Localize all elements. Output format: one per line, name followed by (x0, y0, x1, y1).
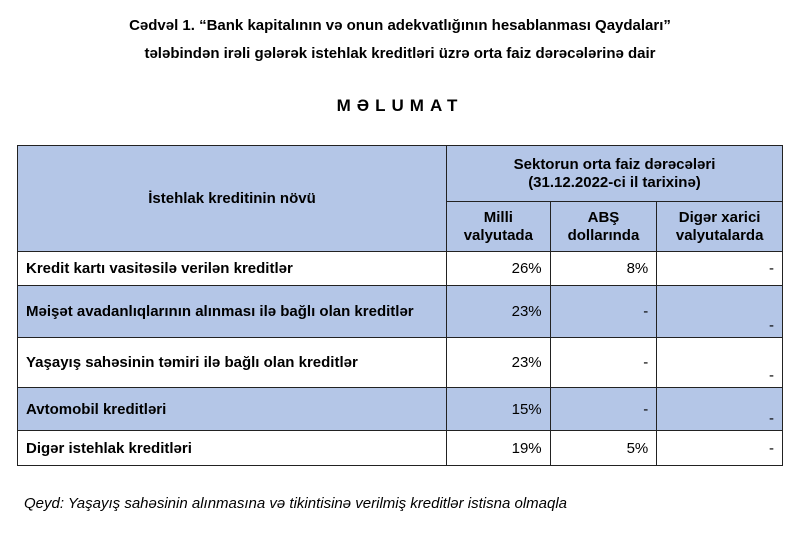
col-header-usd: ABŞ dollarında (549, 201, 658, 252)
heading: MƏLUMAT (336, 96, 464, 115)
table-row: Avtomobil kreditləri 15% - - (17, 387, 783, 431)
table-row: Digər istehlak kreditləri 19% 5% - (17, 430, 783, 466)
table-row: Yaşayış sahəsinin təmiri ilə bağlı olan … (17, 337, 783, 388)
col-header-other: Digər xarici valyutalarda (656, 201, 783, 252)
table-row: Kredit kartı vasitəsilə verilən kreditlə… (17, 251, 783, 286)
col-header-type: İstehlak kreditinin növü (17, 145, 447, 252)
footnote: Qeyd: Yaşayış sahəsinin alınmasına və ti… (24, 495, 568, 512)
document-title: Cədvəl 1. “Bank kapitalının və onun adek… (129, 17, 671, 62)
table-row: Məişət avadanlıqlarının alınması ilə bağ… (17, 285, 783, 338)
rates-table: İstehlak kreditinin növü Sektorun orta f… (17, 145, 783, 466)
group-header: Sektorun orta faiz dərəcələri (31.12.2022… (446, 145, 783, 202)
col-header-national: Milli valyutada (446, 201, 551, 252)
